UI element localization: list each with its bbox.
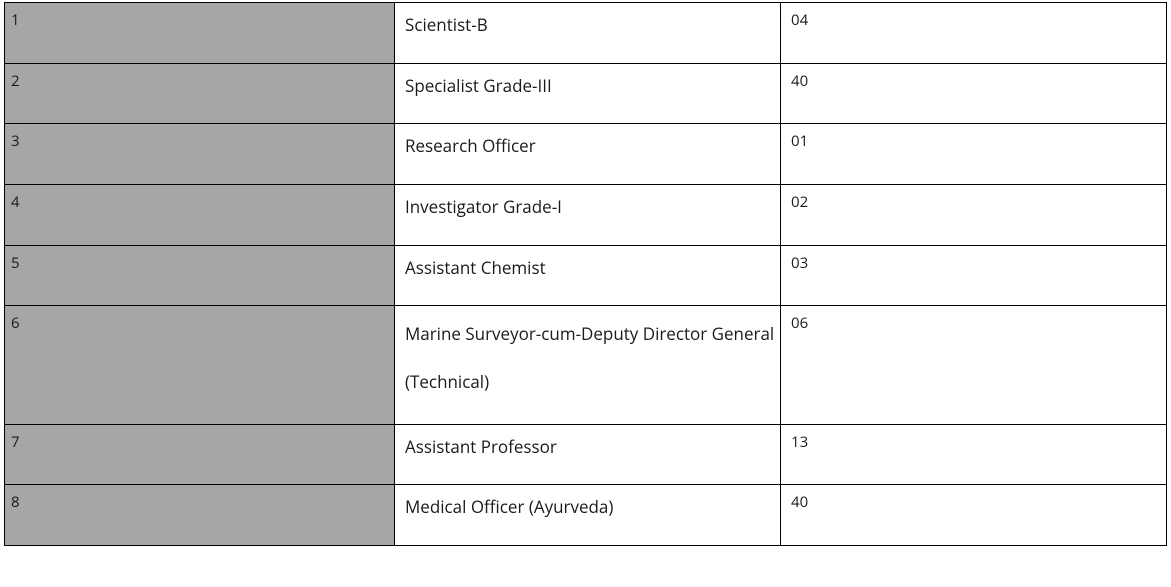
positions-table: 1 Scientist-B 04 2 Specialist Grade-III … (4, 2, 1167, 546)
row-value: 02 (781, 185, 1167, 246)
row-index: 7 (5, 424, 395, 485)
row-index: 2 (5, 63, 395, 124)
table-row: 2 Specialist Grade-III 40 (5, 63, 1167, 124)
row-title: Research Officer (395, 124, 781, 185)
table-row: 3 Research Officer 01 (5, 124, 1167, 185)
row-value: 40 (781, 63, 1167, 124)
table-row: 7 Assistant Professor 13 (5, 424, 1167, 485)
row-value: 04 (781, 3, 1167, 64)
table-row: 6 Marine Surveyor-cum-Deputy Director Ge… (5, 306, 1167, 424)
row-index: 3 (5, 124, 395, 185)
row-title: Marine Surveyor-cum-Deputy Director Gene… (395, 306, 781, 424)
row-index: 4 (5, 185, 395, 246)
row-title: Specialist Grade-III (395, 63, 781, 124)
row-index: 5 (5, 245, 395, 306)
row-title: Scientist-B (395, 3, 781, 64)
row-title: Assistant Professor (395, 424, 781, 485)
row-value: 13 (781, 424, 1167, 485)
row-index: 1 (5, 3, 395, 64)
table-row: 5 Assistant Chemist 03 (5, 245, 1167, 306)
row-title: Assistant Chemist (395, 245, 781, 306)
row-index: 8 (5, 485, 395, 546)
row-value: 01 (781, 124, 1167, 185)
table-row: 1 Scientist-B 04 (5, 3, 1167, 64)
table-body: 1 Scientist-B 04 2 Specialist Grade-III … (5, 3, 1167, 546)
row-value: 40 (781, 485, 1167, 546)
row-value: 03 (781, 245, 1167, 306)
row-title: Medical Officer (Ayurveda) (395, 485, 781, 546)
table-row: 8 Medical Officer (Ayurveda) 40 (5, 485, 1167, 546)
row-index: 6 (5, 306, 395, 424)
table-row: 4 Investigator Grade-I 02 (5, 185, 1167, 246)
row-value: 06 (781, 306, 1167, 424)
row-title: Investigator Grade-I (395, 185, 781, 246)
